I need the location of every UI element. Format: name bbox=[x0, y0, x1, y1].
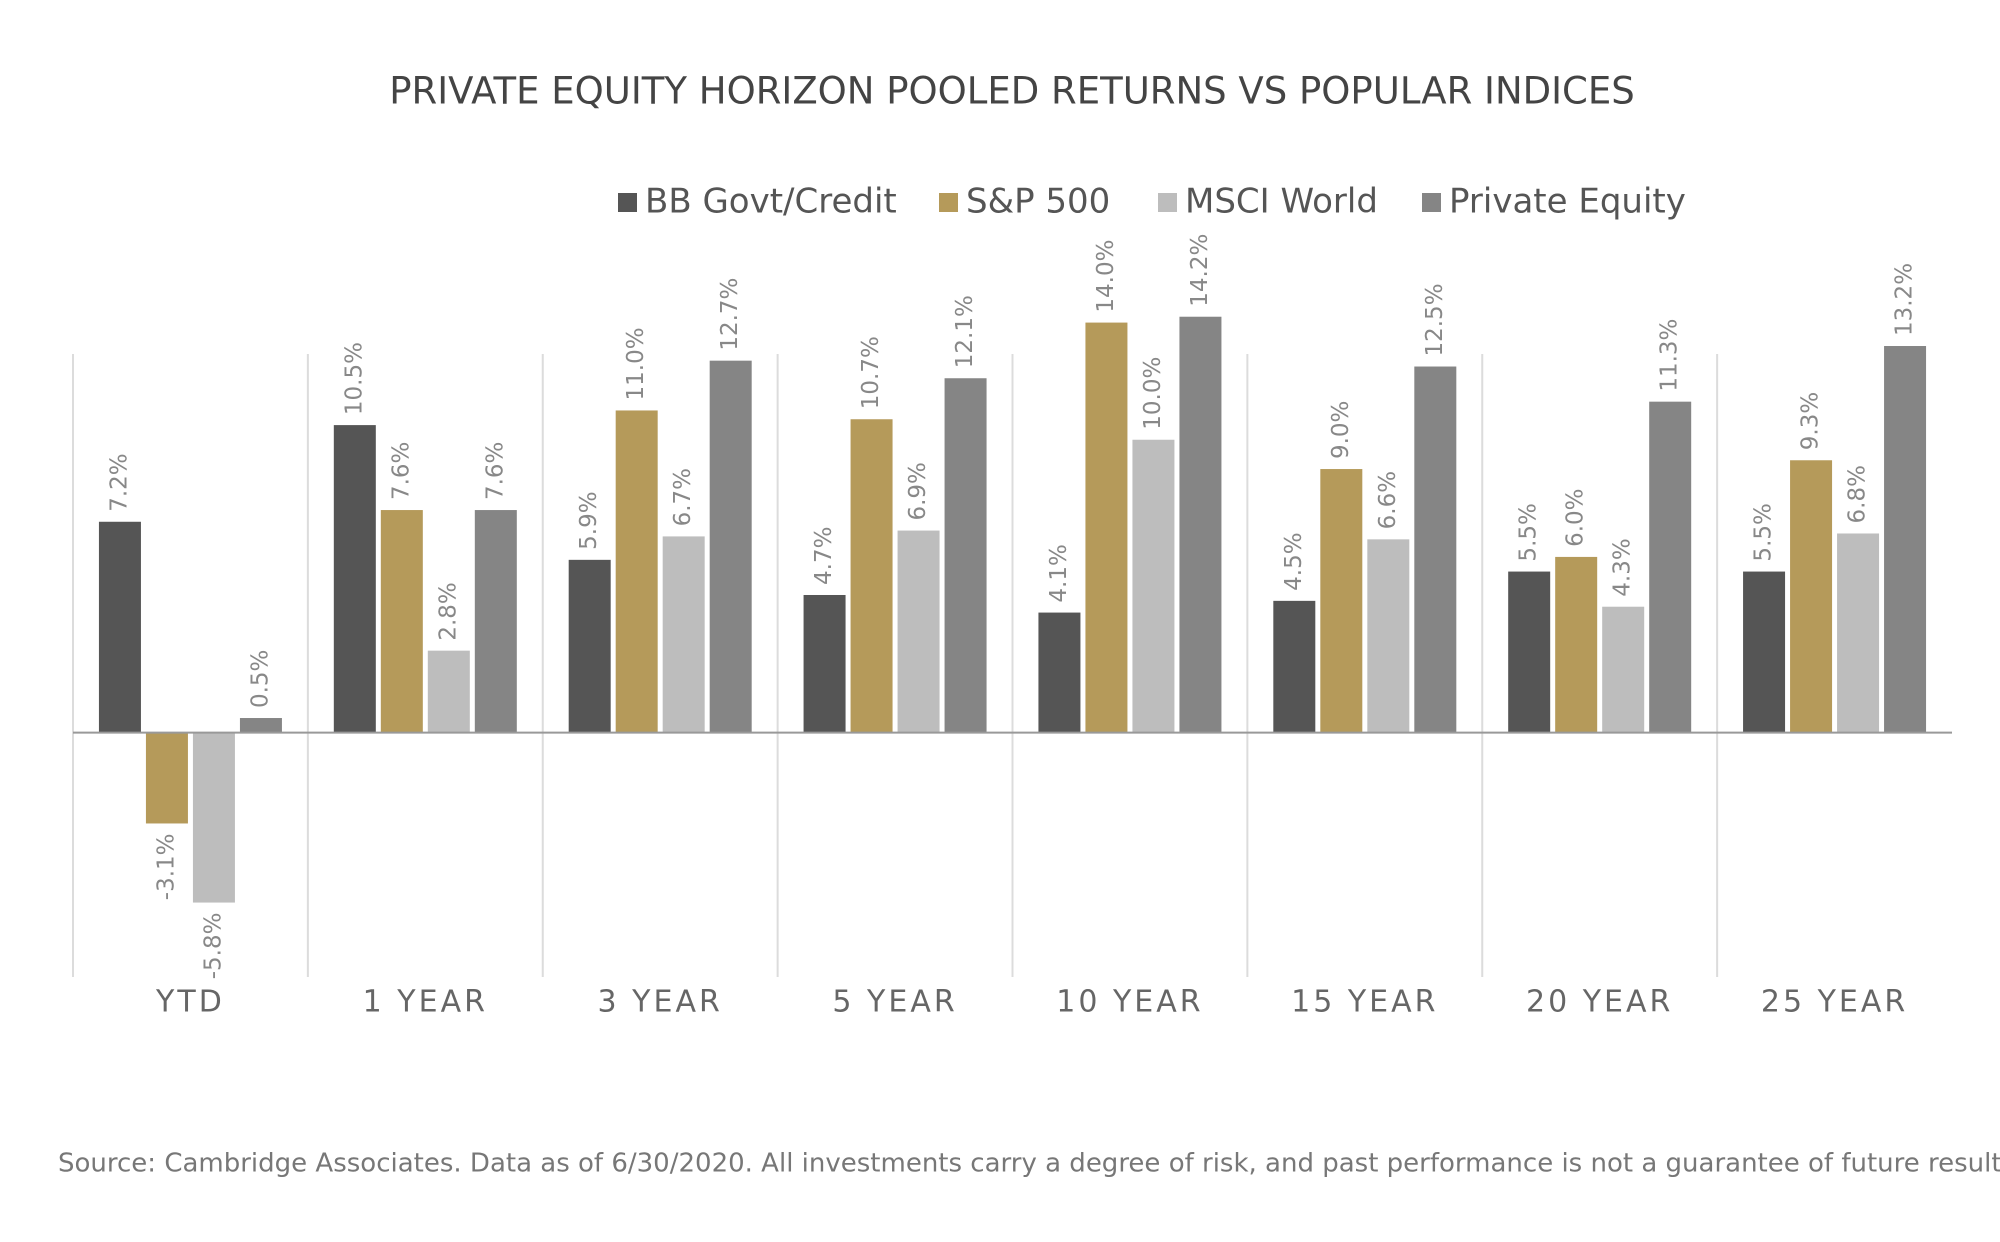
data-label: 2.8% bbox=[435, 582, 461, 640]
bar bbox=[1038, 612, 1081, 733]
legend-label: MSCI World bbox=[1185, 182, 1378, 222]
data-label: -3.1% bbox=[153, 833, 179, 900]
x-tick-label: 25 YEAR bbox=[1761, 985, 1908, 1020]
bar bbox=[474, 510, 517, 733]
data-label: 14.2% bbox=[1187, 234, 1213, 307]
bar bbox=[1884, 346, 1927, 733]
bar bbox=[1602, 606, 1645, 733]
data-label: 7.6% bbox=[482, 442, 508, 500]
x-tick-label: 20 YEAR bbox=[1526, 985, 1673, 1020]
legend-swatch bbox=[1422, 193, 1441, 212]
data-label: 6.7% bbox=[670, 468, 696, 526]
bar bbox=[803, 594, 846, 733]
data-label: 11.3% bbox=[1657, 319, 1683, 392]
bar bbox=[1179, 316, 1222, 733]
data-label: 12.1% bbox=[952, 295, 978, 368]
data-label: 10.0% bbox=[1140, 357, 1166, 430]
bar bbox=[944, 378, 987, 733]
bar bbox=[333, 425, 376, 733]
x-tick-label: 5 YEAR bbox=[832, 985, 957, 1020]
legend-swatch bbox=[939, 193, 958, 212]
bar bbox=[192, 732, 235, 903]
x-tick-label: 15 YEAR bbox=[1291, 985, 1438, 1020]
data-label: 9.0% bbox=[1328, 401, 1354, 459]
data-label: 4.3% bbox=[1610, 538, 1636, 596]
bar bbox=[1273, 600, 1316, 733]
x-tick-label: 1 YEAR bbox=[363, 985, 488, 1020]
data-label: 12.7% bbox=[717, 278, 743, 351]
legend-swatch bbox=[618, 193, 637, 212]
bar bbox=[709, 360, 752, 733]
legend-label: S&P 500 bbox=[966, 182, 1110, 222]
data-label: 5.5% bbox=[1516, 503, 1542, 561]
data-label: 6.6% bbox=[1375, 471, 1401, 529]
bar bbox=[1790, 460, 1833, 733]
data-label: 14.0% bbox=[1093, 240, 1119, 313]
data-label: 9.3% bbox=[1798, 392, 1824, 450]
bar bbox=[239, 718, 282, 733]
legend-label: BB Govt/Credit bbox=[645, 182, 897, 222]
bar bbox=[145, 732, 188, 824]
data-label: 6.8% bbox=[1845, 465, 1871, 523]
bar bbox=[662, 536, 705, 733]
bar bbox=[1649, 401, 1692, 733]
data-label: 7.6% bbox=[388, 442, 414, 500]
x-tick-label: 10 YEAR bbox=[1056, 985, 1203, 1020]
data-label: 5.5% bbox=[1751, 503, 1777, 561]
bar bbox=[897, 530, 940, 733]
bar bbox=[1367, 539, 1410, 733]
data-label: 7.2% bbox=[106, 453, 132, 511]
bar bbox=[1743, 571, 1786, 733]
data-label: 4.7% bbox=[811, 527, 837, 585]
bar bbox=[568, 559, 611, 733]
bar bbox=[1132, 439, 1175, 733]
source-note: Source: Cambridge Associates. Data as of… bbox=[58, 1149, 2000, 1179]
bar bbox=[850, 419, 893, 733]
bar bbox=[1320, 469, 1363, 733]
data-label: 4.1% bbox=[1046, 544, 1072, 602]
data-label: 5.9% bbox=[576, 491, 602, 549]
bar bbox=[1414, 366, 1457, 733]
bar bbox=[615, 410, 658, 733]
data-label: -5.8% bbox=[200, 913, 226, 980]
bar bbox=[380, 510, 423, 733]
data-label: 6.0% bbox=[1563, 488, 1589, 546]
data-label: 4.5% bbox=[1281, 532, 1307, 590]
data-label: 12.5% bbox=[1422, 283, 1448, 356]
data-label: 13.2% bbox=[1892, 263, 1918, 336]
data-label: 0.5% bbox=[247, 650, 273, 708]
bar bbox=[98, 521, 141, 733]
bar bbox=[1508, 571, 1551, 733]
bar bbox=[427, 650, 470, 733]
legend-swatch bbox=[1158, 193, 1177, 212]
data-label: 6.9% bbox=[905, 462, 931, 520]
legend-label: Private Equity bbox=[1449, 182, 1686, 222]
bar bbox=[1837, 533, 1880, 733]
data-label: 10.5% bbox=[341, 342, 367, 415]
x-tick-label: YTD bbox=[155, 985, 225, 1020]
bar bbox=[1555, 556, 1598, 733]
data-label: 11.0% bbox=[623, 327, 649, 400]
chart-title: PRIVATE EQUITY HORIZON POOLED RETURNS VS… bbox=[389, 70, 1635, 113]
bar bbox=[1085, 322, 1128, 733]
x-tick-label: 3 YEAR bbox=[598, 985, 723, 1020]
data-label: 10.7% bbox=[858, 336, 884, 409]
